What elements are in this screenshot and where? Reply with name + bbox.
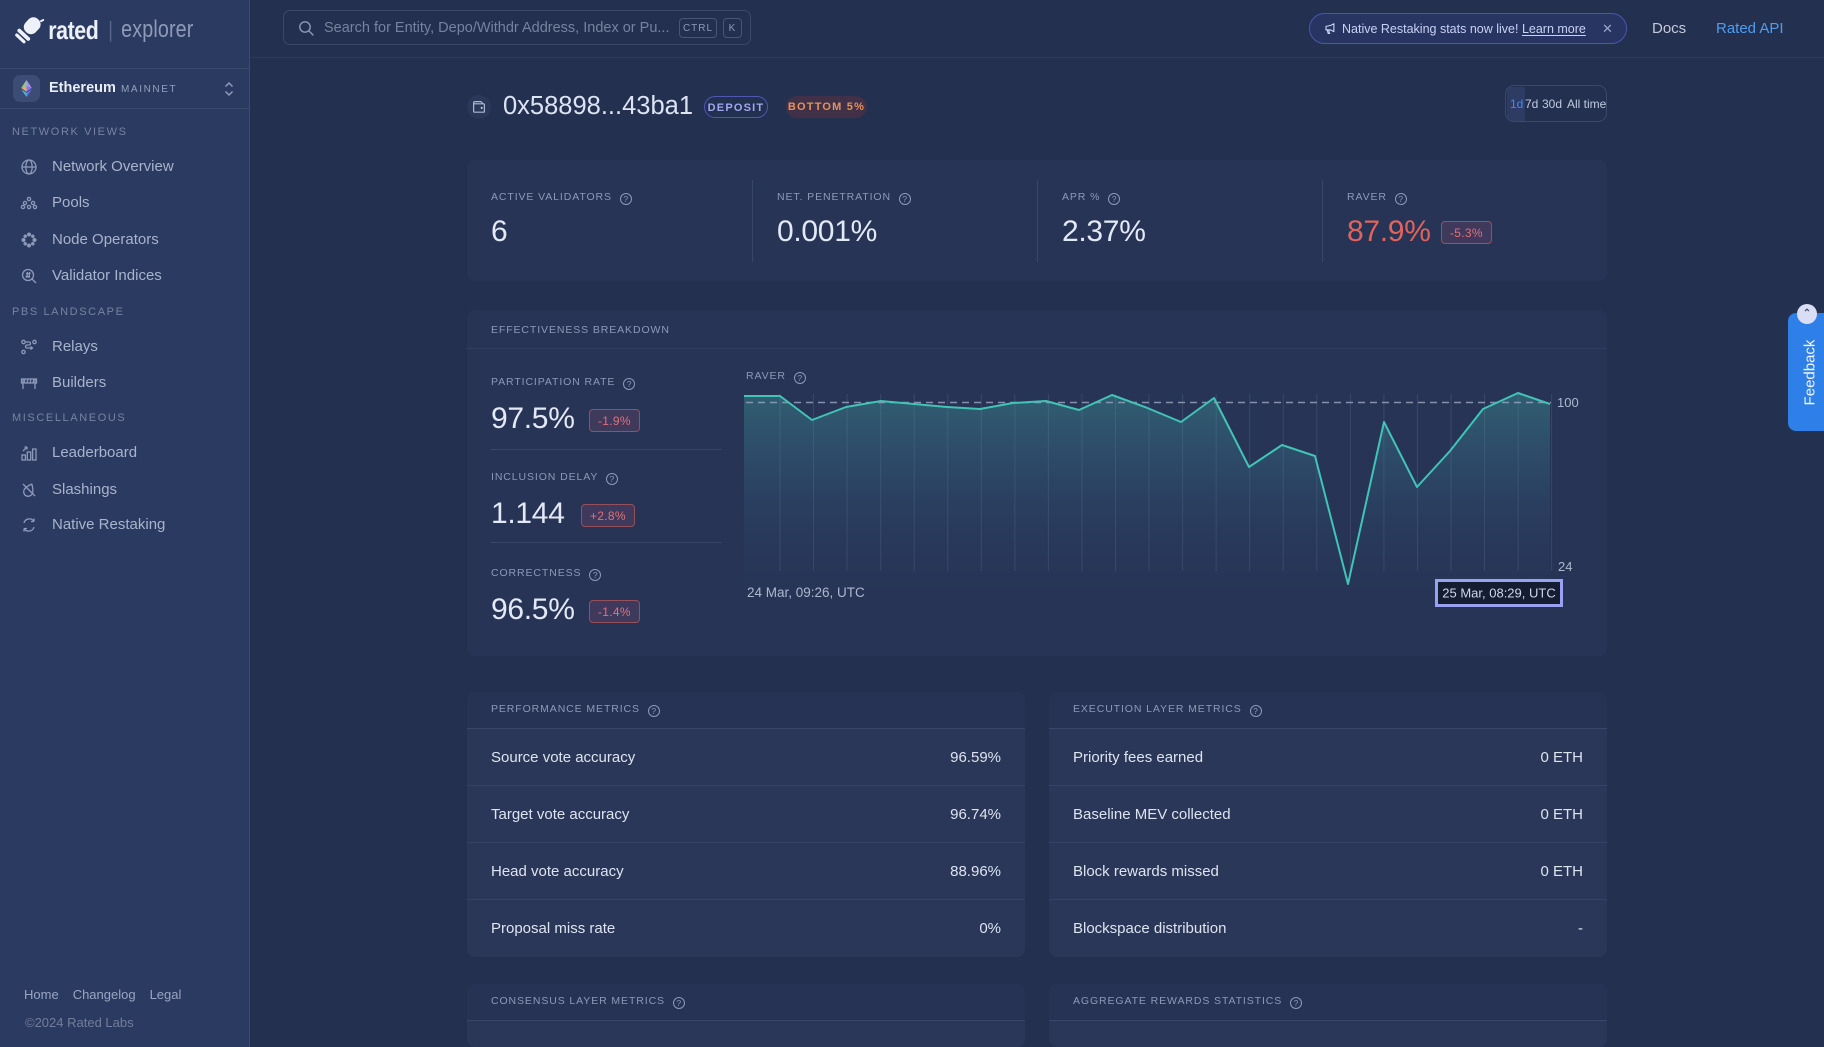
svg-text:24: 24: [1558, 559, 1572, 574]
svg-text:24 Mar, 09:26, UTC: 24 Mar, 09:26, UTC: [747, 585, 865, 600]
svg-text:100: 100: [1557, 395, 1579, 410]
svg-text:25 Mar, 08:29, UTC: 25 Mar, 08:29, UTC: [1442, 586, 1555, 601]
